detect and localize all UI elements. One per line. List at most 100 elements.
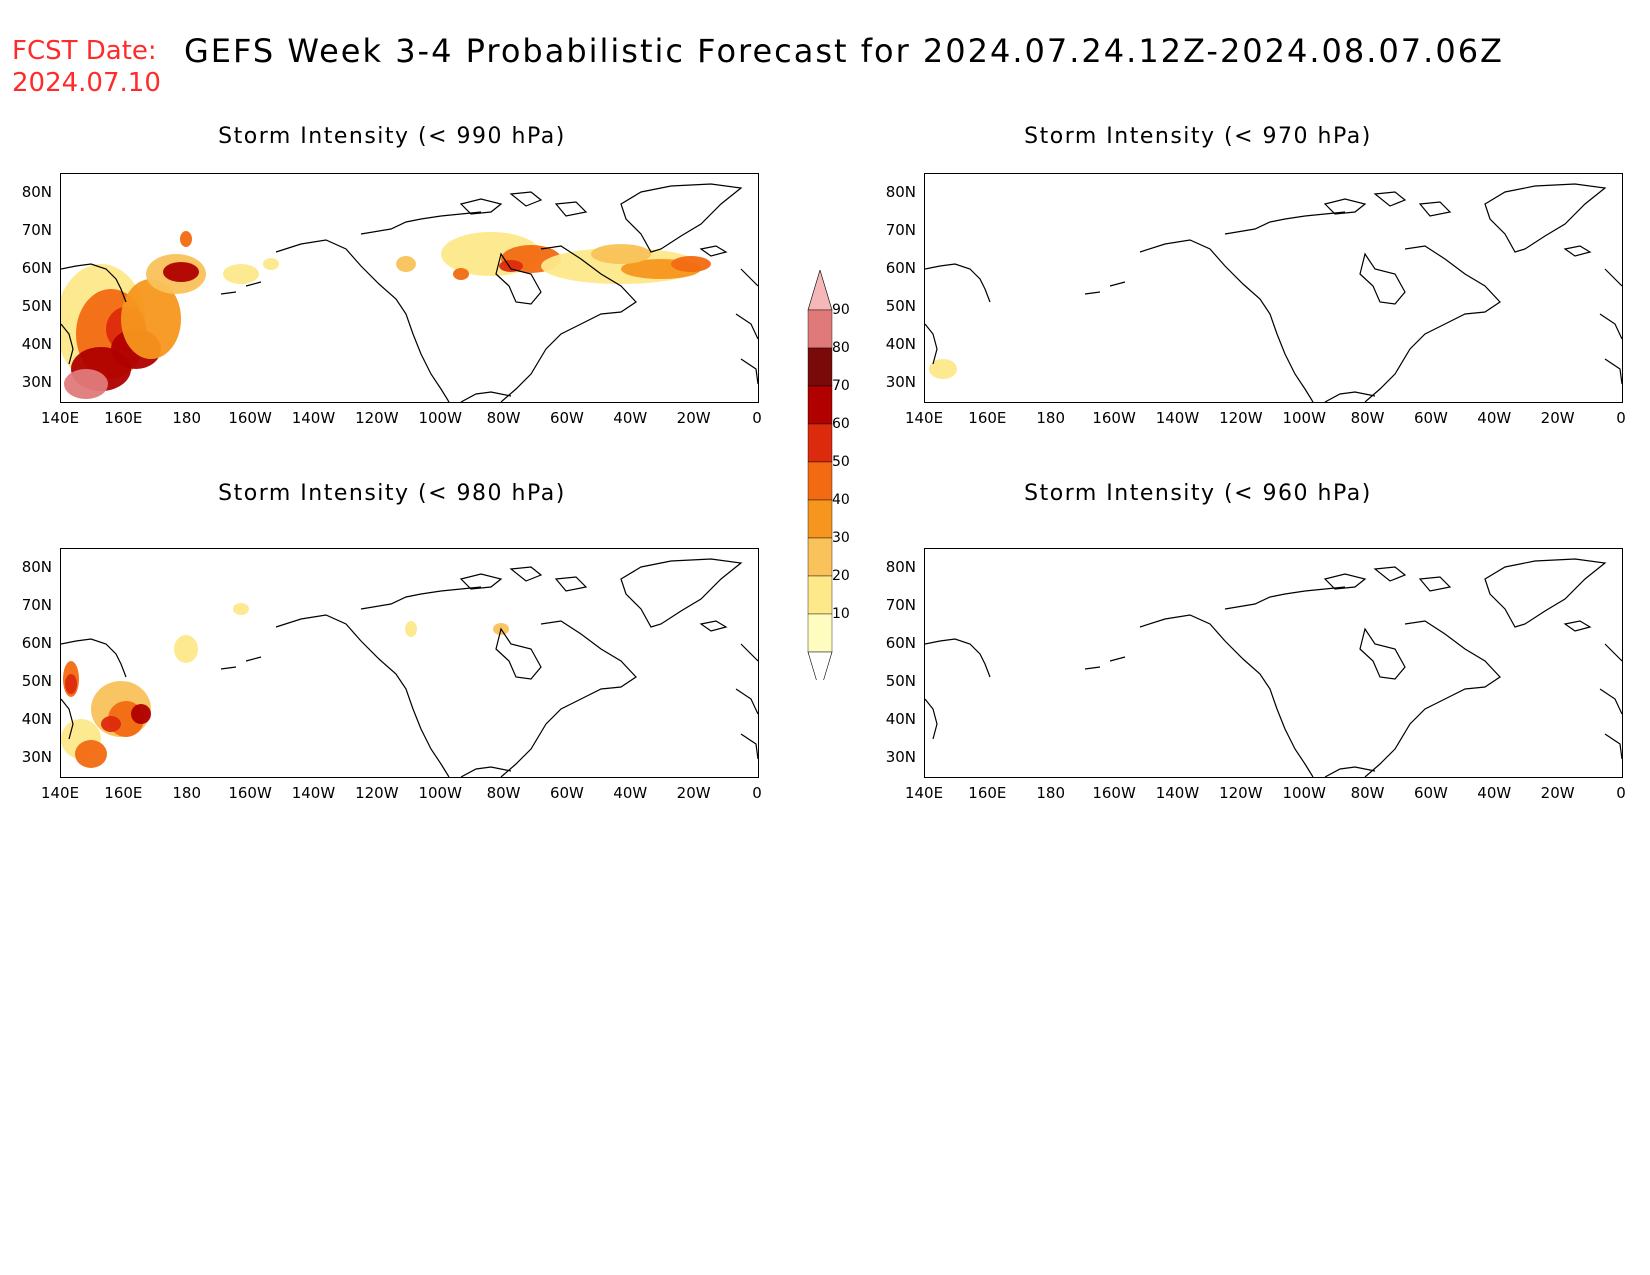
lon-tick-label: 160W — [1092, 784, 1136, 802]
coastline — [1084, 656, 1126, 670]
colorbar-level-label: 60 — [832, 416, 850, 432]
coastline — [1323, 566, 1452, 592]
coastline — [275, 239, 450, 402]
lon-tick-label: 140E — [40, 784, 80, 802]
lon-tick-label: 40W — [613, 409, 648, 427]
lon-tick-label: 20W — [1540, 409, 1575, 427]
lon-tick-label: 180 — [172, 409, 202, 427]
colorbar-segment — [807, 575, 833, 615]
map-canvas-960 — [925, 558, 1622, 777]
map-panel-970 — [924, 173, 1623, 403]
lon-tick-label: 140W — [1155, 409, 1200, 427]
lat-tick-label: 50N — [21, 672, 52, 690]
probability-area — [263, 258, 279, 270]
lat-tick-label: 80N — [21, 558, 52, 576]
probability-area — [405, 621, 417, 637]
lat-tick-label: 30N — [21, 748, 52, 766]
coastline — [1324, 391, 1376, 402]
lon-tick-label: 120W — [355, 409, 399, 427]
coastline — [735, 268, 758, 385]
coastline — [1599, 643, 1622, 760]
coastline — [495, 627, 542, 680]
coastline — [1139, 614, 1314, 777]
coastline — [735, 643, 758, 760]
lat-tick-label: 70N — [885, 596, 916, 614]
panel-title-980: Storm Intensity (< 980 hPa) — [218, 481, 566, 506]
lat-tick-label: 80N — [21, 183, 52, 201]
lon-tick-label: 40W — [1477, 784, 1512, 802]
lat-tick-label: 40N — [885, 710, 916, 728]
map-panel-990 — [60, 173, 759, 403]
lon-tick-label: 100W — [1282, 784, 1326, 802]
colorbar-level-label: 10 — [832, 606, 850, 622]
lat-tick-label: 80N — [885, 558, 916, 576]
colorbar-level-label: 30 — [832, 530, 850, 546]
lon-tick-label: 140E — [40, 409, 80, 427]
coastline — [495, 252, 542, 305]
lat-tick-label: 60N — [885, 259, 916, 277]
lat-tick-label: 60N — [885, 634, 916, 652]
panel-title-970: Storm Intensity (< 970 hPa) — [1024, 124, 1372, 149]
probability-area — [396, 256, 416, 272]
page-title: GEFS Week 3-4 Probabilistic Forecast for… — [184, 32, 1504, 70]
lon-tick-label: 60W — [1413, 784, 1448, 802]
lon-tick-label: 160W — [228, 784, 272, 802]
lon-tick-label: 140W — [291, 409, 336, 427]
coastline — [220, 656, 262, 670]
lat-tick-label: 80N — [885, 183, 916, 201]
colorbar-level-label: 50 — [832, 454, 850, 470]
lon-tick-label: 0 — [1616, 784, 1626, 802]
colorbar-level-label: 80 — [832, 340, 850, 356]
probability-area — [121, 279, 181, 359]
colorbar-segment — [807, 423, 833, 463]
colorbar — [807, 270, 833, 680]
coastline — [1323, 191, 1452, 217]
colorbar-segment — [807, 461, 833, 501]
lat-tick-label: 50N — [21, 297, 52, 315]
map-canvas-980 — [61, 558, 758, 777]
probability-area — [64, 369, 108, 399]
coastline — [1484, 183, 1607, 253]
coastline — [1359, 252, 1406, 305]
coastline — [459, 566, 588, 592]
coastline — [61, 638, 127, 740]
colorbar-segment — [807, 537, 833, 577]
lon-tick-label: 180 — [1036, 784, 1066, 802]
lat-tick-label: 30N — [885, 748, 916, 766]
map-canvas-990 — [61, 183, 758, 402]
colorbar-segment — [807, 499, 833, 539]
coastline — [620, 183, 743, 253]
lon-tick-label: 60W — [549, 784, 584, 802]
lat-tick-label: 70N — [885, 221, 916, 239]
coastline — [459, 191, 588, 217]
colorbar-level-label: 40 — [832, 492, 850, 508]
coastline — [500, 620, 637, 777]
lon-tick-label: 140W — [291, 784, 336, 802]
fcst-label: FCST Date: — [12, 36, 157, 66]
coastline — [1599, 268, 1622, 385]
lon-tick-label: 140W — [1155, 784, 1200, 802]
lon-tick-label: 100W — [418, 409, 462, 427]
lon-tick-label: 80W — [1350, 409, 1385, 427]
probability-area — [101, 716, 121, 732]
lat-tick-label: 40N — [885, 335, 916, 353]
lon-tick-label: 120W — [1219, 409, 1263, 427]
coastline — [620, 558, 743, 628]
colorbar-segment — [807, 309, 833, 349]
probability-area — [591, 244, 651, 264]
coastline — [1224, 586, 1346, 610]
coastline — [1324, 766, 1376, 777]
coastline — [1224, 211, 1346, 235]
lon-tick-label: 120W — [1219, 784, 1263, 802]
coastline — [220, 281, 262, 295]
coastline — [1563, 245, 1592, 257]
lon-tick-label: 120W — [355, 784, 399, 802]
lon-tick-label: 80W — [486, 409, 521, 427]
coastline — [275, 614, 450, 777]
probability-area — [75, 740, 107, 768]
lat-tick-label: 50N — [885, 297, 916, 315]
lon-tick-label: 0 — [752, 784, 762, 802]
lon-tick-label: 0 — [752, 409, 762, 427]
probability-area — [671, 256, 711, 272]
lon-tick-label: 60W — [1413, 409, 1448, 427]
